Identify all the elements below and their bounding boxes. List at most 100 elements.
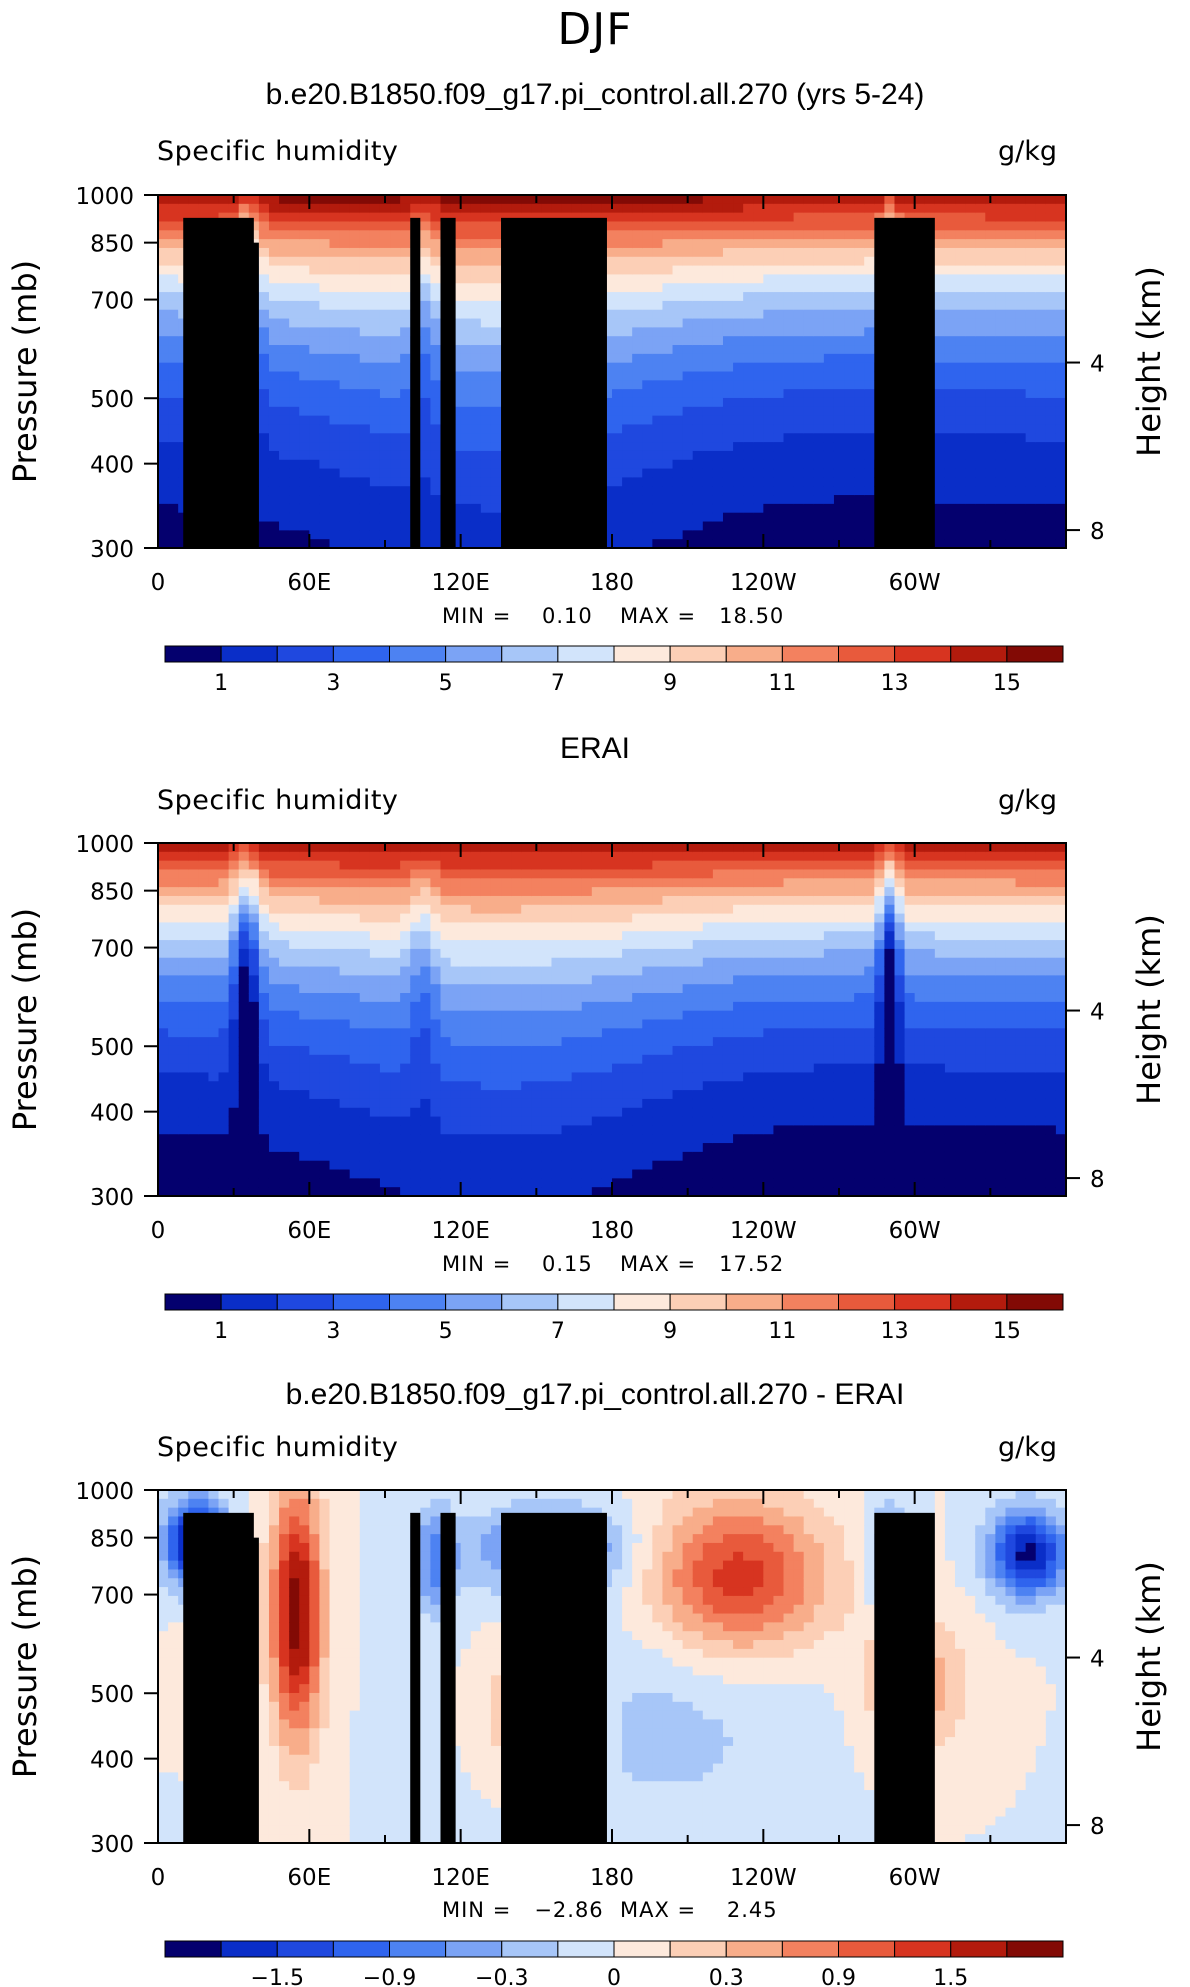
heatmap-cell	[228, 1037, 240, 1047]
heatmap-cell	[258, 966, 270, 976]
heatmap-cell	[379, 530, 391, 540]
heatmap-cell	[965, 265, 976, 276]
heatmap-cell	[1015, 195, 1027, 205]
heatmap-cell	[844, 539, 855, 549]
heatmap-cell	[309, 521, 321, 531]
heatmap-cell	[349, 1134, 361, 1144]
heatmap-cell	[319, 406, 331, 417]
heatmap-cell	[652, 221, 664, 231]
heatmap-cell	[793, 415, 805, 426]
heatmap-cell	[1025, 371, 1037, 381]
heatmap-cell	[390, 1081, 401, 1091]
heatmap-cell	[349, 300, 361, 311]
heatmap-cell	[1005, 309, 1017, 320]
heatmap-cell	[975, 495, 986, 505]
heatmap-cell	[390, 851, 401, 862]
heatmap-cell	[490, 230, 502, 240]
heatmap-cell	[955, 530, 966, 540]
heatmap-cell	[632, 521, 643, 531]
heatmap-cell	[248, 1169, 260, 1179]
heatmap-cell	[309, 318, 321, 328]
heatmap-cell	[248, 1187, 260, 1197]
heatmap-cell	[450, 1054, 462, 1065]
heatmap-cell	[420, 247, 431, 258]
heatmap-cell	[460, 1010, 472, 1021]
heatmap-cell	[743, 389, 754, 399]
heatmap-cell	[309, 1010, 321, 1021]
heatmap-cell	[934, 283, 946, 293]
heatmap-cell	[178, 1151, 189, 1162]
heatmap-cell	[934, 292, 946, 302]
heatmap-cell	[178, 1169, 189, 1179]
heatmap-cell	[248, 1116, 260, 1126]
heatmap-cell	[864, 397, 875, 408]
heatmap-cell	[218, 1169, 230, 1179]
heatmap-cell	[258, 247, 270, 258]
heatmap-cell	[379, 336, 391, 346]
heatmap-cell	[480, 904, 492, 915]
heatmap-cell	[339, 539, 351, 549]
heatmap-cell	[268, 1019, 280, 1029]
heatmap-cell	[480, 283, 492, 293]
heatmap-cell	[955, 468, 966, 478]
heatmap-cell	[430, 1187, 442, 1197]
heatmap-cell	[1015, 512, 1027, 523]
heatmap-cell	[793, 362, 805, 373]
heatmap-cell	[490, 318, 502, 328]
heatmap-cell	[783, 300, 795, 311]
heatmap-cell	[208, 1010, 220, 1021]
heatmap-cell	[279, 362, 290, 373]
heatmap-cell	[430, 336, 442, 346]
heatmap-cell	[753, 397, 764, 408]
heatmap-cell	[430, 495, 442, 505]
heatmap-cell	[712, 380, 724, 390]
heatmap-cell	[279, 1081, 290, 1091]
heatmap-cell	[823, 336, 835, 346]
heatmap-cell	[934, 459, 946, 470]
heatmap-cell	[632, 195, 643, 205]
heatmap-cell	[823, 406, 835, 417]
heatmap-cell	[460, 309, 472, 320]
heatmap-cell	[692, 397, 704, 408]
heatmap-cell	[258, 327, 270, 337]
heatmap-cell	[1045, 345, 1057, 355]
heatmap-cell	[359, 389, 371, 399]
heatmap-cell	[975, 468, 986, 478]
heatmap-cell	[460, 887, 472, 897]
heatmap-cell	[763, 353, 775, 364]
heatmap-cell	[652, 486, 664, 496]
heatmap-cell	[854, 353, 865, 364]
heatmap-cell	[470, 221, 482, 231]
heatmap-cell	[803, 221, 815, 231]
heatmap-cell	[188, 984, 199, 994]
heatmap-cell	[390, 948, 401, 959]
heatmap-cell	[309, 256, 321, 267]
heatmap-cell	[955, 389, 966, 399]
heatmap-cell	[1015, 503, 1027, 514]
heatmap-cell	[440, 1160, 452, 1171]
heatmap-cell	[430, 1028, 442, 1038]
heatmap-cell	[168, 336, 179, 346]
heatmap-cell	[359, 1107, 371, 1118]
heatmap-cell	[460, 327, 472, 337]
heatmap-cell	[440, 195, 452, 205]
heatmap-cell	[1045, 450, 1057, 461]
heatmap-cell	[410, 1028, 421, 1038]
heatmap-cell	[844, 362, 855, 373]
heatmap-cell	[289, 895, 300, 906]
heatmap-cell	[1035, 530, 1047, 540]
heatmap-cell	[1035, 195, 1047, 205]
heatmap-cell	[682, 442, 694, 452]
heatmap-cell	[823, 362, 835, 373]
heatmap-cell	[289, 345, 300, 355]
heatmap-cell	[1055, 309, 1067, 320]
heatmap-cell	[268, 327, 280, 337]
heatmap-cell	[410, 1178, 421, 1188]
heatmap-cell	[682, 371, 694, 381]
heatmap-cell	[712, 539, 724, 549]
heatmap-cell	[369, 1160, 381, 1171]
heatmap-cell	[319, 203, 331, 214]
heatmap-cell	[1045, 239, 1057, 249]
heatmap-cell	[450, 1019, 462, 1029]
heatmap-cell	[722, 433, 734, 443]
